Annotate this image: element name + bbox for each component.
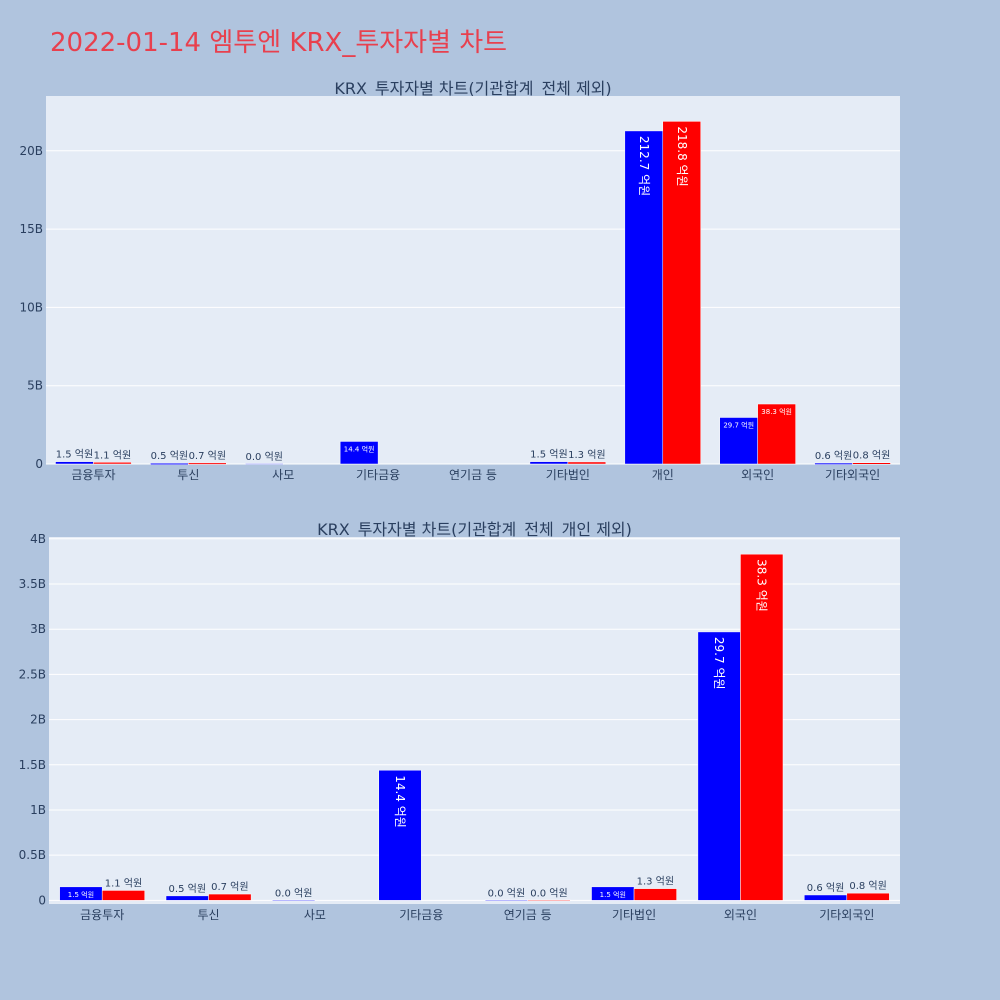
- y-tick-label: 2.5B: [19, 667, 46, 681]
- y-tick-label: 15B: [19, 222, 43, 236]
- x-tick-label: 사모: [304, 908, 326, 922]
- y-tick-label: 20B: [19, 144, 43, 158]
- data-label: 1.1 억원: [105, 877, 142, 889]
- x-tick-label: 기타법인: [612, 908, 656, 922]
- bar: [567, 461, 607, 465]
- bar: [93, 462, 132, 465]
- data-label: 14.4 억원: [393, 775, 407, 828]
- data-label: 1.5 억원: [68, 890, 94, 899]
- y-tick-label: 0.5B: [19, 848, 46, 862]
- data-label: 1.5 억원: [56, 449, 93, 461]
- chart-title: KRX_투자자별 차트(기관합계_전체_개인 제외): [317, 520, 632, 540]
- y-tick-label: 1B: [30, 803, 46, 817]
- bar: [245, 463, 284, 465]
- data-label: 1.5 억원: [530, 449, 567, 461]
- plot-area: [46, 96, 900, 464]
- bar: [814, 462, 853, 465]
- bar: [208, 893, 252, 901]
- y-tick-label: 0: [38, 893, 46, 907]
- bar: [846, 892, 890, 901]
- x-tick-label: 외국인: [741, 468, 774, 482]
- y-tick-label: 3B: [30, 622, 46, 636]
- bar: [55, 461, 94, 465]
- bar: [165, 895, 209, 901]
- bar: [740, 553, 784, 901]
- x-tick-label: 투신: [198, 908, 220, 922]
- x-tick-label: 금융투자: [80, 908, 124, 922]
- data-label: 212.7 억원: [637, 136, 651, 196]
- data-label: 1.1 억원: [94, 449, 131, 461]
- bar: [804, 894, 848, 901]
- data-label: 1.5 억원: [600, 890, 626, 899]
- bar: [378, 769, 422, 901]
- data-label: 0.0 억원: [275, 887, 312, 899]
- bar: [852, 462, 891, 465]
- data-label: 29.7 억원: [712, 637, 726, 690]
- bar: [484, 899, 528, 902]
- data-label: 1.3 억원: [568, 449, 605, 461]
- data-label: 0.6 억원: [815, 450, 852, 462]
- x-tick-label: 투신: [177, 468, 199, 482]
- bar: [719, 417, 758, 465]
- bar: [339, 441, 379, 465]
- bar: [757, 403, 796, 465]
- chart-investor-top: KRX_투자자별 차트(기관합계_전체 제외) 0 5B 10B 15B 20B 금융투자 1…: [19, 79, 900, 482]
- data-label: 0.5 억원: [151, 450, 188, 462]
- x-tick-label: 외국인: [724, 908, 757, 922]
- y-tick-label: 10B: [19, 300, 43, 314]
- data-label: 38.3 억원: [761, 407, 792, 416]
- data-label: 0.8 억원: [853, 450, 890, 462]
- y-tick-label: 2B: [30, 713, 46, 727]
- bar: [529, 461, 569, 465]
- bar: [101, 890, 145, 901]
- data-label: 0.0 억원: [488, 887, 525, 899]
- data-label: 0.8 억원: [849, 880, 886, 892]
- bar: [662, 121, 701, 465]
- data-label: 1.3 억원: [637, 876, 674, 888]
- y-tick-label: 5B: [27, 379, 43, 393]
- y-tick-label: 1.5B: [19, 758, 46, 772]
- x-tick-label: 연기금 등: [504, 908, 552, 922]
- x-tick-label: 금융투자: [71, 468, 115, 482]
- data-label: 0.7 억원: [189, 450, 226, 462]
- bar: [633, 888, 677, 901]
- data-label: 29.7 억원: [723, 420, 754, 429]
- data-label: 0.0 억원: [530, 887, 567, 899]
- data-label: 0.7 억원: [211, 881, 248, 893]
- bar: [624, 130, 664, 465]
- page-title: 2022-01-14 엠투엔 KRX_투자자별 차트: [50, 28, 508, 58]
- y-tick-label: 0: [35, 457, 43, 471]
- bar: [527, 899, 571, 902]
- data-label: 0.0 억원: [246, 451, 283, 463]
- chart-title: KRX_투자자별 차트(기관합계_전체 제외): [334, 79, 611, 99]
- data-label: 218.8 억원: [675, 126, 689, 186]
- bar: [150, 462, 189, 465]
- x-tick-label: 기타금융: [356, 468, 400, 482]
- x-tick-label: 연기금 등: [449, 468, 497, 482]
- y-tick-label: 4B: [30, 532, 46, 546]
- bar: [188, 462, 227, 465]
- x-tick-label: 기타금융: [399, 908, 443, 922]
- x-tick-label: 개인: [652, 468, 674, 482]
- bar: [272, 899, 316, 902]
- y-tick-label: 3.5B: [19, 577, 46, 591]
- data-label: 38.3 억원: [755, 559, 769, 612]
- x-tick-label: 사모: [272, 468, 294, 482]
- data-label: 0.5 억원: [169, 883, 206, 895]
- data-label: 14.4 억원: [344, 444, 375, 453]
- chart-investor-bottom: KRX_투자자별 차트(기관합계_전체_개인 제외) 0 0.5B 1B 1.5B 2B 2…: [19, 520, 900, 922]
- x-tick-label: 기타외국인: [825, 468, 880, 482]
- bar: [697, 631, 741, 901]
- x-tick-label: 기타법인: [546, 468, 590, 482]
- data-label: 0.6 억원: [807, 882, 844, 894]
- x-tick-label: 기타외국인: [819, 908, 874, 922]
